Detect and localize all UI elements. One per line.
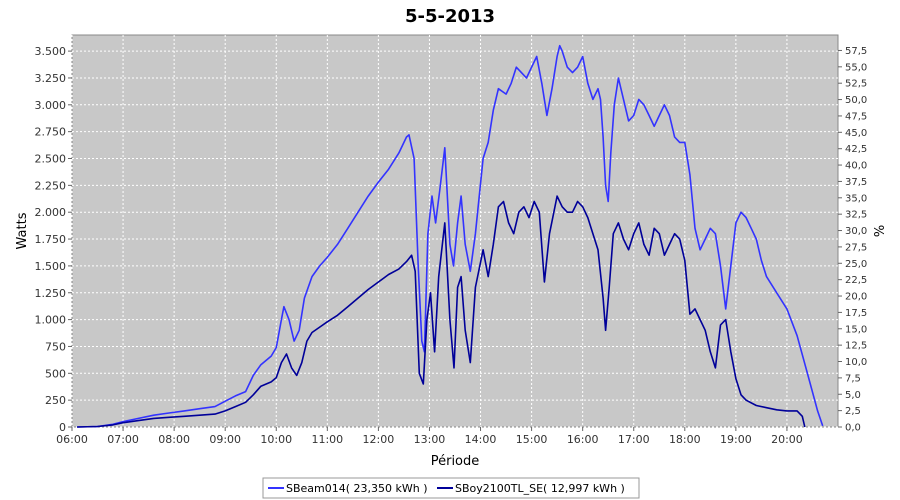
y2-tick-label: 52,5 (845, 79, 867, 90)
x-axis-title: Période (431, 454, 480, 469)
y2-axis-title: % (873, 225, 888, 237)
y-tick-label: 1.000 (35, 314, 67, 327)
x-tick-label: 11:00 (311, 433, 343, 446)
series-line-1 (77, 195, 806, 428)
x-tick-label: 08:00 (158, 433, 190, 446)
y2-tick-label: 10,0 (845, 357, 867, 368)
x-tick-label: 07:00 (107, 433, 139, 446)
y-tick-label: 2.000 (35, 206, 67, 219)
legend: SBeam014( 23,350 kWh ) SBoy2100TL_SE( 12… (262, 477, 640, 499)
plot-area (71, 34, 839, 428)
y2-tick-label: 5,0 (845, 390, 861, 401)
y2-tick-label: 57,5 (845, 46, 867, 57)
y2-tick-label: 22,5 (845, 275, 867, 286)
y-tick-label: 500 (45, 367, 66, 380)
y2-tick-label: 40,0 (845, 161, 867, 172)
y2-tick-label: 17,5 (845, 308, 867, 319)
x-tick-label: 19:00 (720, 433, 752, 446)
y2-tick-label: 25,0 (845, 259, 867, 270)
y-axis-left: 0 250 500 750 1.000 1.250 1.500 1.750 2.000 2.250… (35, 45, 72, 434)
x-tick-label: 10:00 (260, 433, 292, 446)
y2-tick-label: 7,5 (845, 373, 861, 384)
y2-tick-label: 47,5 (845, 111, 867, 122)
y-tick-label: 1.250 (35, 287, 67, 300)
series-group (77, 44, 824, 428)
y2-tick-label: 50,0 (845, 95, 867, 106)
y-tick-label: 750 (45, 340, 66, 353)
y2-tick-label: 32,5 (845, 210, 867, 221)
x-axis: 06:00 07:00 08:00 09:00 10:00 11:00 12:00 13:00… (56, 427, 803, 446)
y-tick-label: 250 (45, 394, 66, 407)
y-axis-title: Watts (15, 212, 30, 249)
y-tick-label: 3.000 (35, 99, 67, 112)
y2-tick-label: 12,5 (845, 341, 867, 352)
y2-tick-label: 37,5 (845, 177, 867, 188)
legend-label-1: SBoy2100TL_SE( 12,997 kWh ) (455, 482, 625, 495)
y-tick-label: 1.500 (35, 260, 67, 273)
y2-tick-label: 27,5 (845, 242, 867, 253)
y-axis-right: 0,0 2,5 5,0 7,5 10,0 12,5 15,0 17,5 20,0 22,5 25,0… (838, 46, 867, 434)
y2-tick-label: 35,0 (845, 193, 867, 204)
grid-lines (71, 35, 838, 428)
y-tick-label: 1.750 (35, 233, 67, 246)
x-tick-label: 16:00 (567, 433, 599, 446)
x-tick-label: 13:00 (414, 433, 446, 446)
x-tick-label: 14:00 (465, 433, 497, 446)
x-tick-label: 06:00 (56, 433, 88, 446)
y2-tick-label: 55,0 (845, 62, 867, 73)
x-tick-label: 09:00 (209, 433, 241, 446)
legend-label-0: SBeam014( 23,350 kWh ) (286, 482, 428, 495)
y2-tick-label: 2,5 (845, 406, 861, 417)
x-tick-label: 12:00 (363, 433, 395, 446)
y2-tick-label: 42,5 (845, 144, 867, 155)
y2-tick-label: 0,0 (845, 423, 861, 434)
x-tick-label: 18:00 (669, 433, 701, 446)
y2-tick-label: 45,0 (845, 128, 867, 139)
y2-tick-label: 20,0 (845, 292, 867, 303)
chart-title: 5-5-2013 (405, 6, 495, 27)
x-tick-label: 17:00 (618, 433, 650, 446)
x-tick-label: 15:00 (516, 433, 548, 446)
y-tick-label: 3.500 (35, 45, 67, 58)
x-tick-label: 20:00 (771, 433, 803, 446)
series-line-0 (77, 44, 824, 428)
y-tick-label: 2.250 (35, 179, 67, 192)
y-tick-label: 2.750 (35, 126, 67, 139)
y-tick-label: 3.250 (35, 72, 67, 85)
y2-tick-label: 30,0 (845, 226, 867, 237)
y2-tick-label: 15,0 (845, 324, 867, 335)
y-tick-label: 2.500 (35, 153, 67, 166)
y-tick-label: 0 (59, 421, 66, 434)
